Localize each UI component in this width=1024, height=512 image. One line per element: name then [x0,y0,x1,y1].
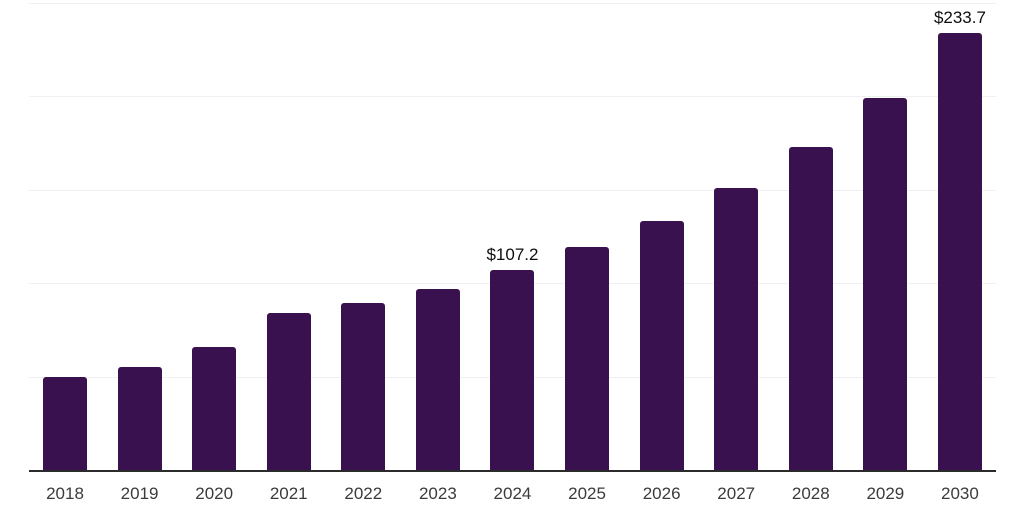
bar-2029 [863,97,908,470]
x-axis-tick-labels: 2018 2019 2020 2021 2022 2023 2024 2025 2026 2027… [29,484,996,504]
gridline-200 [29,96,996,98]
x-tick-2024: 2024 [493,484,532,503]
bar-2028 [788,147,833,470]
x-tick-2022: 2022 [344,484,383,503]
x-tick-2023: 2023 [418,484,457,503]
bar-2030: $233.7 [934,8,986,470]
bar-2024: $107.2 [486,245,538,470]
bar-2020 [192,346,237,470]
bars-row: $107.2 $233.7 [29,0,996,470]
x-tick-2018: 2018 [46,484,84,503]
x-tick-2026: 2026 [642,484,681,503]
x-tick-2021: 2021 [269,484,308,503]
x-tick-2019: 2019 [120,484,159,503]
x-tick-2028: 2028 [791,484,830,503]
x-axis-baseline [29,470,996,472]
bar-2022 [341,303,386,470]
data-label-2024: $107.2 [486,244,539,264]
bar-2018 [43,376,87,470]
data-label-2030: $233.7 [933,8,986,28]
bar-2026 [639,221,684,470]
bar-2023 [415,288,460,470]
x-tick-2020: 2020 [195,484,234,503]
bar-2019 [117,366,162,470]
x-tick-2029: 2029 [866,484,905,503]
gridline-250 [29,3,996,4]
x-tick-2030: 2030 [941,484,979,503]
bar-2021 [266,313,311,470]
gridline-150 [29,189,996,191]
bar-2027 [714,187,759,470]
x-tick-2025: 2025 [568,484,606,503]
bar-2025 [565,246,610,470]
x-tick-2027: 2027 [717,484,756,503]
